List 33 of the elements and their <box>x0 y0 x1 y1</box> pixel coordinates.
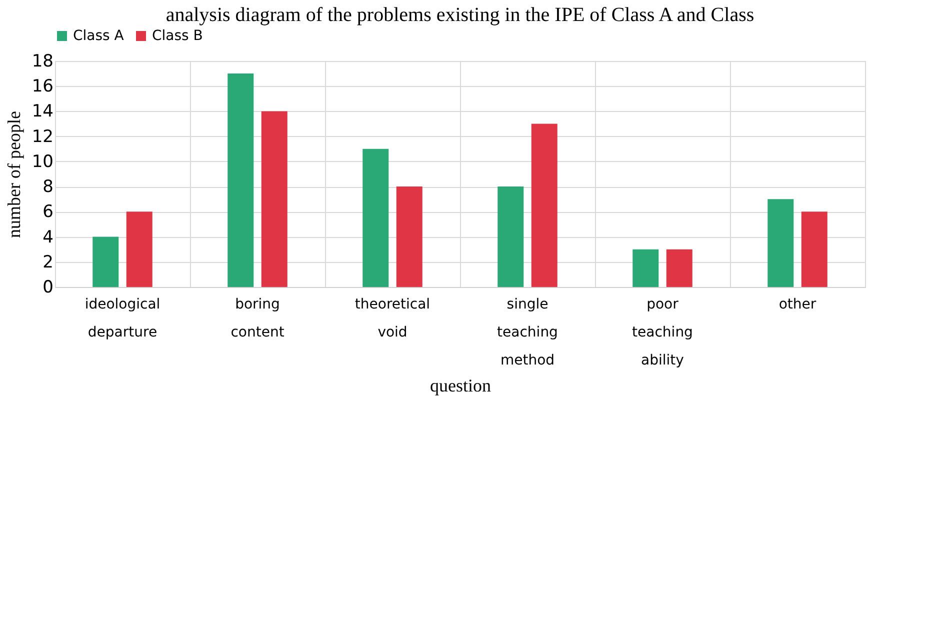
y-tick-label: 14 <box>32 102 54 122</box>
x-tick-label: ideological departure <box>84 296 160 340</box>
y-tick-label: 18 <box>32 52 54 72</box>
y-tick-label: 2 <box>42 252 54 272</box>
y-tick-label: 8 <box>42 177 54 198</box>
bar <box>801 212 828 287</box>
y-tick-label: 0 <box>42 278 54 298</box>
y-tick-label: 6 <box>42 202 54 222</box>
x-axis-title: question <box>430 376 491 396</box>
x-tick-label: boring content <box>230 296 285 340</box>
legend-label: Class B <box>152 28 203 44</box>
y-tick-label: 16 <box>32 76 54 97</box>
bar <box>261 111 288 287</box>
legend-label: Class A <box>73 28 124 44</box>
y-axis-title: number of people <box>4 111 24 238</box>
bar <box>768 199 794 287</box>
bar <box>228 74 254 287</box>
x-tick-label: single teaching method <box>497 296 558 368</box>
bar <box>498 186 524 287</box>
y-tick-label: 12 <box>32 126 54 147</box>
bar <box>396 186 422 287</box>
bar <box>126 212 152 287</box>
x-tick-label: theoretical void <box>354 296 430 340</box>
bar <box>632 249 659 287</box>
bar <box>666 249 692 287</box>
bar <box>92 236 119 287</box>
bar <box>362 148 389 287</box>
y-tick-label: 4 <box>42 227 54 248</box>
chart-title: analysis diagram of the problems existing in the IPE of Class A and Class <box>166 4 754 26</box>
x-tick-label: poor teaching ability <box>632 296 693 368</box>
y-tick-label: 10 <box>32 152 54 172</box>
x-tick-label: other <box>778 296 816 312</box>
bar <box>531 124 558 287</box>
